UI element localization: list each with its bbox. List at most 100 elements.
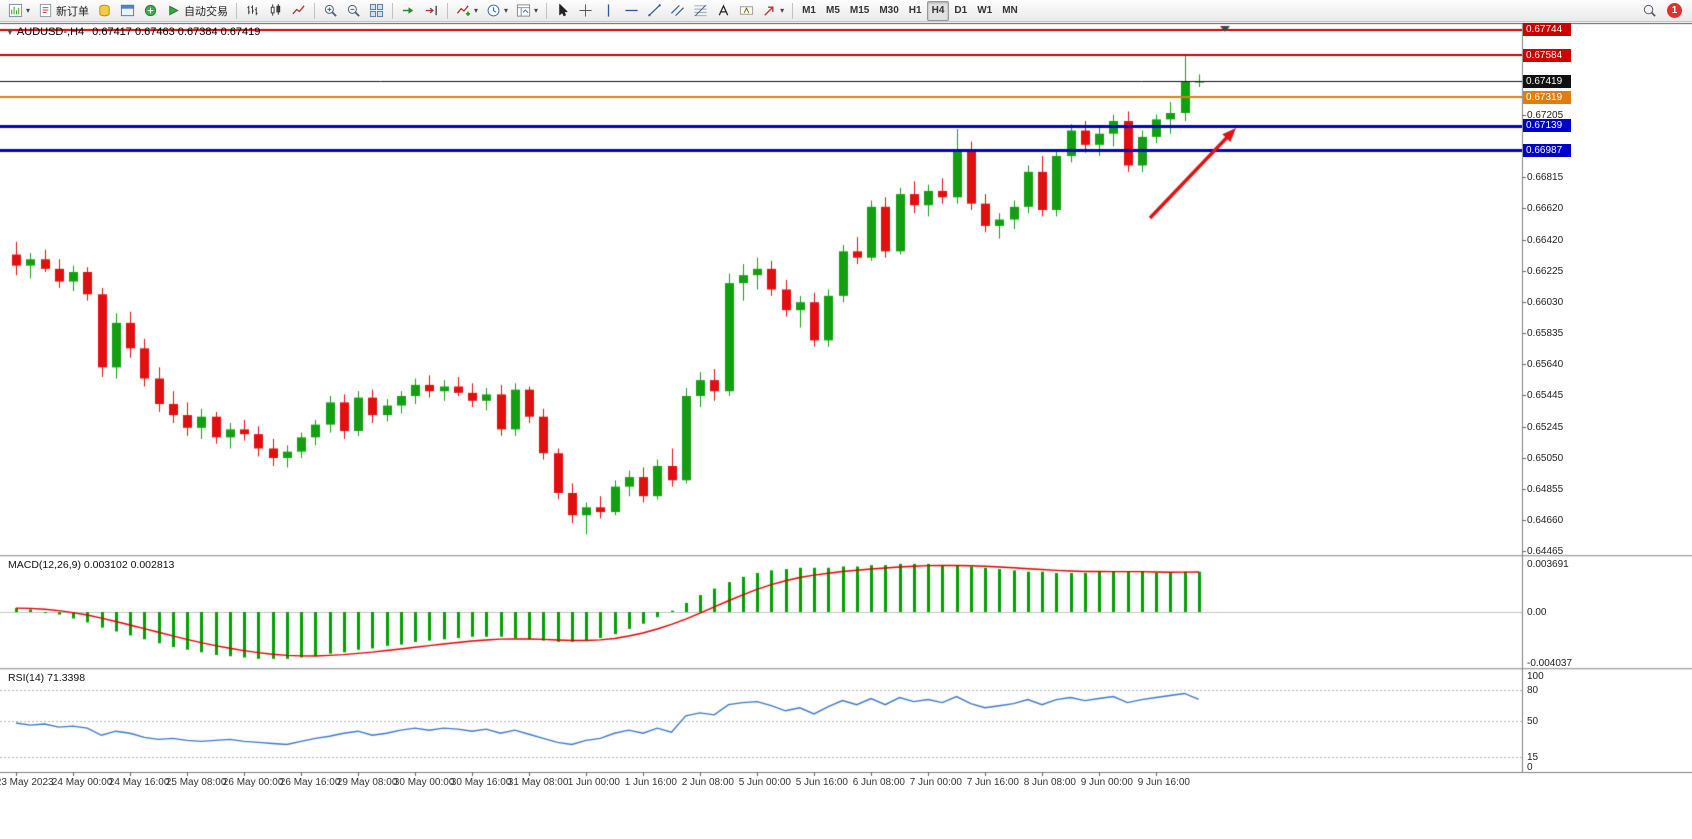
price-tag-0.66987: 0.66987 [1523,143,1571,157]
toolbar-separator [314,2,316,19]
auto-scroll-button[interactable] [397,1,420,21]
chart-symbol-period: AUDUSD-,H4 [16,26,85,38]
macd-scale-label: 0.00 [1527,607,1547,618]
line-chart-icon [291,3,306,18]
data-window-button[interactable] [116,1,139,21]
price-grid-label: 0.66420 [1527,235,1564,247]
button-label: MN [1002,5,1018,16]
time-axis-label: 25 May 08:00 [165,777,227,788]
button-label: M30 [879,5,899,16]
price-grid-label: 0.66815 [1527,172,1564,184]
search-button[interactable] [1638,1,1661,21]
time-axis-label: 31 May 08:00 [507,777,569,788]
dropdown-caret-icon: ▾ [780,5,785,15]
timeframe-M15[interactable]: M15 [845,1,874,21]
rsi-scale-label: 15 [1527,751,1539,763]
dropdown-caret-icon: ▾ [534,5,539,15]
text-button[interactable] [712,1,735,21]
timeframe-W1[interactable]: W1 [972,1,997,21]
chart-shift-button[interactable] [420,1,443,21]
market-watch-button[interactable] [93,1,116,21]
time-axis-label: 8 Jun 08:00 [1023,777,1076,788]
macd-scale-label: 0.003691 [1527,559,1569,571]
vline-icon [601,3,616,18]
line-chart-button[interactable] [287,1,310,21]
price-grid-label: 0.65445 [1527,390,1564,402]
price-grid-label: 0.65050 [1527,453,1564,465]
arrows-button[interactable]: ▾ [758,1,788,21]
notification-badge[interactable]: 1 [1667,3,1682,18]
price-grid-label: 0.65640 [1527,359,1564,371]
tile-windows-button[interactable] [365,1,388,21]
price-grid-label: 0.66030 [1527,297,1564,309]
button-label: M5 [825,5,840,16]
zoom-in-button[interactable] [319,1,342,21]
auto-scroll-icon [401,3,416,18]
price-grid-label: 0.66225 [1527,266,1564,278]
toolbar-groups: ▾ 新订单 自动交易 ▾ ▾ ▾ ▾ M1 M5 M15 M30 H1 H4 D1 W1 MN [4,0,1023,22]
rsi-value: 71.3398 [47,672,86,684]
template-button[interactable]: ▾ [512,1,542,21]
navigator-button[interactable] [139,1,162,21]
toolbar-separator [236,2,238,19]
macd-scale-label: -0.004037 [1527,658,1573,669]
tile-windows-icon [369,3,384,18]
price-tag-0.67319: 0.67319 [1523,90,1571,104]
indicators-button[interactable]: ▾ [452,1,482,21]
vline-button[interactable] [597,1,620,21]
timeframe-M5[interactable]: M5 [821,1,845,21]
label-button[interactable] [735,1,758,21]
toolbar-separator [447,2,449,19]
template-icon [516,3,531,18]
button-label: W1 [977,5,993,16]
crosshair-button[interactable] [574,1,597,21]
rsi-scale-label: 80 [1527,685,1539,697]
time-axis-label: 6 Jun 08:00 [852,777,905,788]
macd-values: 0.003102 0.002813 [83,559,175,571]
timeframe-H4[interactable]: H4 [926,0,950,21]
price-grid-label: 0.66620 [1527,203,1564,215]
time-axis-label: 30 May 16:00 [450,777,512,788]
search-icon [1642,3,1657,18]
rsi-scale-label: 100 [1527,671,1544,682]
zoom-in-icon [323,3,338,18]
toolbar-separator [792,2,794,19]
cursor-icon [555,3,570,18]
periods-button[interactable]: ▾ [482,1,512,21]
bar-chart-button[interactable] [241,1,264,21]
time-axis-label: 26 May 00:00 [222,777,284,788]
channel-button[interactable] [666,1,689,21]
crosshair-icon [578,3,593,18]
time-axis-label: 2 Jun 08:00 [681,777,734,788]
price-tag-0.67584: 0.67584 [1523,48,1571,62]
auto-trading-button[interactable]: 自动交易 [162,1,232,21]
hline-button[interactable] [620,1,643,21]
dropdown-caret-icon: ▾ [474,5,479,15]
button-label: H1 [908,5,922,16]
timeframe-D1[interactable]: D1 [949,1,972,21]
data-window-icon [120,3,135,18]
timeframe-MN[interactable]: MN [997,1,1023,21]
timeframe-M30[interactable]: M30 [874,1,903,21]
zoom-out-button[interactable] [342,1,365,21]
price-grid-label: 0.65835 [1527,328,1564,340]
macd-name: MACD(12,26,9) [8,559,81,571]
button-label: 自动交易 [184,5,229,18]
oneclick-collapse-icon[interactable]: ▼ [6,28,14,37]
timeframe-H1[interactable]: H1 [904,1,927,21]
time-axis-label: 7 Jun 16:00 [966,777,1019,788]
timeframe-M1[interactable]: M1 [797,1,821,21]
arrows-icon [762,3,777,18]
trendline-button[interactable] [643,1,666,21]
candle-chart-button[interactable] [264,1,287,21]
hline-icon [624,3,639,18]
new-order-button[interactable]: 新订单 [34,1,93,21]
cursor-button[interactable] [551,1,574,21]
time-axis-label: 26 May 16:00 [279,777,341,788]
rsi-scale-label: 0 [1527,762,1533,773]
rsi-name: RSI(14) [8,672,45,684]
text-icon [716,3,731,18]
fibo-button[interactable] [689,1,712,21]
new-chart-button[interactable]: ▾ [4,1,34,21]
